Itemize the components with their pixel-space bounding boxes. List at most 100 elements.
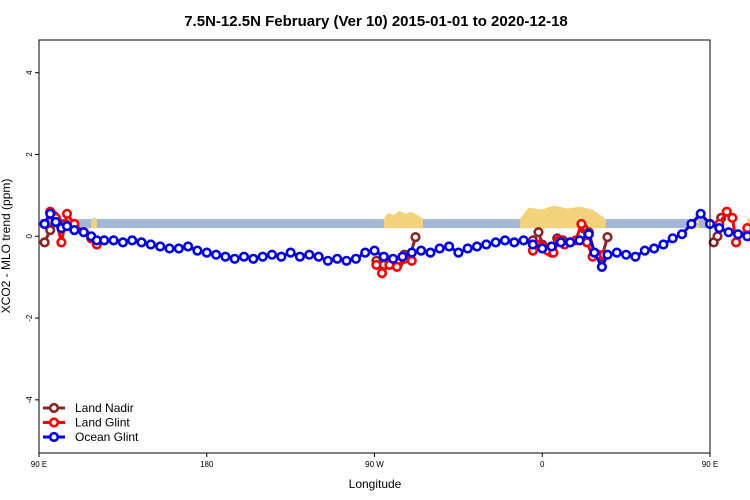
data-point [527, 239, 539, 250]
data-point [183, 241, 194, 252]
land-segment [91, 215, 97, 229]
legend-label: Land Nadir [75, 401, 134, 415]
data-point [416, 245, 427, 256]
data-point [444, 241, 455, 252]
data-point [714, 223, 725, 234]
land-segment [383, 210, 423, 229]
y-axis-label: XCO2 - MLO trend (ppm) [0, 179, 13, 314]
data-point [667, 233, 678, 244]
data-point [45, 208, 56, 219]
data-point [322, 255, 334, 266]
data-point [69, 225, 80, 236]
chart-title: 7.5N-12.5N February (Ver 10) 2015-01-01 … [184, 13, 568, 30]
data-point [721, 206, 732, 217]
y-tick-label: 2 [25, 152, 34, 157]
data-point [99, 235, 110, 246]
land-segment [519, 205, 606, 229]
data-point [546, 241, 557, 252]
data-point [360, 247, 371, 258]
data-point [39, 218, 50, 230]
data-point [192, 245, 203, 256]
data-point [350, 253, 362, 264]
data-point [406, 255, 417, 266]
x-axis: 90 E 180 90 W 0 90 E [31, 453, 718, 469]
ocean-band [40, 219, 709, 229]
data-point [211, 249, 222, 260]
data-point [481, 239, 492, 250]
x-tick-label: 90 E [31, 460, 47, 469]
data-point [425, 247, 436, 258]
data-point [50, 216, 61, 228]
data-point [574, 235, 585, 246]
data-point [369, 245, 380, 256]
data-point [602, 249, 613, 260]
data-point [611, 247, 622, 258]
data-point [61, 221, 73, 232]
data-point [434, 243, 445, 254]
data-point [61, 208, 73, 219]
data-point [388, 253, 399, 264]
data-point [238, 251, 250, 262]
legend-swatch-marker [48, 431, 60, 443]
data-point [723, 227, 734, 238]
data-point [56, 237, 67, 248]
data-point [583, 229, 594, 240]
data-point [378, 251, 389, 262]
data-point [371, 259, 382, 271]
data-point [730, 237, 742, 248]
data-point [332, 253, 343, 264]
data-point [727, 212, 738, 223]
data-point [695, 208, 706, 219]
data-point [313, 251, 324, 262]
data-point [45, 225, 56, 236]
x-tick-label: 180 [200, 460, 214, 469]
data-point [406, 247, 417, 258]
data-point [341, 255, 352, 266]
x-axis-label: Longitude [349, 477, 402, 491]
data-point [155, 241, 166, 252]
data-point [533, 227, 544, 238]
legend-item: Land Glint [43, 416, 130, 430]
y-tick-label: 0 [25, 234, 34, 239]
land-ocean-band [40, 205, 750, 229]
data-point [462, 243, 473, 254]
data-point [397, 251, 408, 262]
data-point [304, 249, 315, 260]
data-point [276, 251, 287, 262]
data-point [117, 237, 128, 248]
data-point [164, 243, 175, 254]
data-point [589, 247, 600, 258]
data-point [509, 237, 520, 248]
y-axis: -4 -2 0 2 4 [25, 70, 39, 403]
y-tick-label: -4 [25, 396, 34, 404]
data-point [229, 253, 240, 264]
data-point [39, 237, 50, 248]
data-point [630, 251, 641, 262]
data-point [136, 237, 147, 248]
legend-item: Ocean Glint [43, 430, 139, 444]
x-tick-label: 90 E [702, 460, 718, 469]
data-point [376, 268, 388, 279]
data-point [145, 239, 156, 250]
data-point [499, 235, 511, 246]
data-point [294, 251, 306, 262]
legend-label: Land Glint [75, 416, 130, 430]
x-tick-label: 0 [540, 460, 545, 469]
data-point [686, 218, 697, 230]
data-point [712, 231, 723, 242]
data-point [620, 249, 632, 260]
data-point [108, 235, 119, 246]
data-point [742, 231, 750, 242]
data-point [555, 237, 567, 248]
y-tick-label: -2 [25, 314, 34, 322]
data-point [565, 237, 576, 248]
data-point [658, 239, 669, 250]
data-point [518, 235, 529, 246]
legend-swatch-marker [48, 402, 60, 414]
data-point [596, 261, 608, 273]
data-point [173, 243, 184, 254]
data-point [248, 253, 259, 264]
data-point [648, 243, 660, 254]
data-point [576, 218, 587, 230]
data-point [285, 247, 296, 258]
